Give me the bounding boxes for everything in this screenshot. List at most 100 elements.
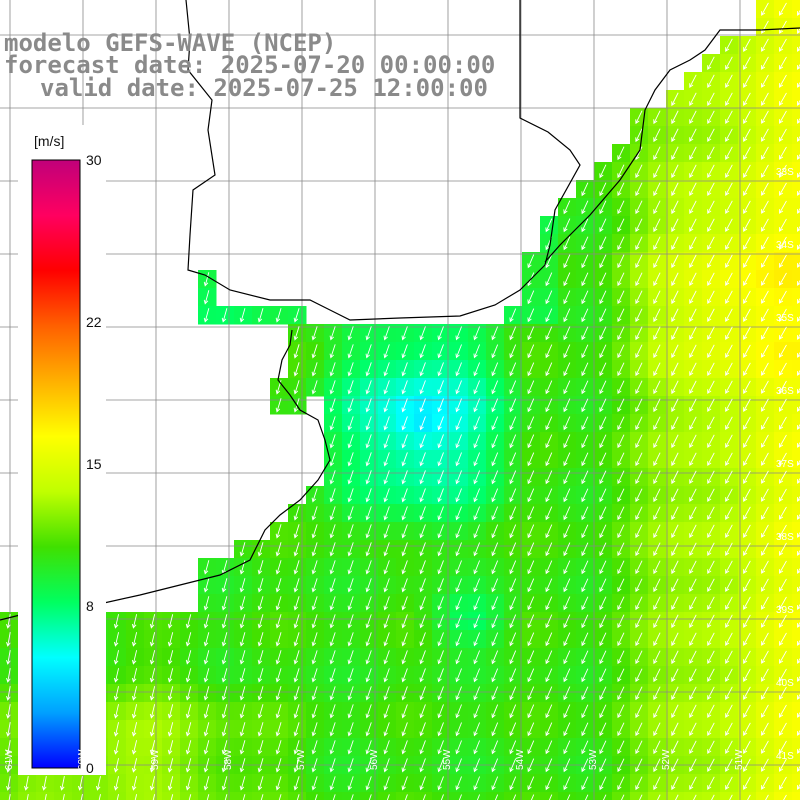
wind-arrow [653,740,661,755]
wind-arrow [779,182,787,196]
wind-arrow [779,128,787,142]
coastline-uruguay-brazil [185,0,581,321]
wind-arrow [365,470,372,485]
wind-arrow [383,560,390,575]
wind-arrow [44,794,47,800]
wind-arrow [599,218,607,233]
wind-arrow [743,560,751,574]
wind-arrow [401,632,408,647]
wind-arrow [437,776,444,791]
wind-arrow [635,614,643,629]
wind-speed-cell [90,792,109,800]
wind-arrow [707,632,715,647]
wind-arrow [221,686,228,701]
wind-arrow [599,326,607,341]
wind-speed-cell [468,792,487,800]
wind-arrow [635,758,643,773]
wind-arrow [419,776,426,791]
wind-arrow [581,290,589,305]
wind-arrow [527,740,535,755]
wind-arrow [368,794,372,800]
wind-arrow [725,308,733,322]
wind-arrow [257,614,264,629]
wind-arrow [278,794,282,800]
wind-arrow [347,452,354,467]
wind-arrow [347,434,354,449]
wind-arrow [563,416,571,431]
wind-arrow [530,794,535,800]
wind-arrow [783,794,787,800]
wind-arrow [743,686,751,700]
wind-arrow [401,506,408,521]
wind-arrow [473,704,481,719]
wind-arrow [332,794,336,800]
wind-arrow [365,740,372,755]
wind-arrow [386,794,390,800]
wind-arrow [311,344,318,359]
wind-arrow [563,704,571,719]
wind-arrow [131,614,138,629]
wind-arrow [257,758,264,773]
wind-arrow [131,686,138,701]
wind-speed-cell [288,792,307,800]
wind-arrow [491,326,499,341]
wind-arrow [689,470,697,485]
wind-arrow [725,74,733,88]
wind-arrow [563,290,571,305]
wind-speed-cell [792,36,800,55]
wind-arrow [275,704,282,719]
wind-arrow [203,704,210,719]
wind-arrow [347,704,354,719]
wind-arrow [725,218,733,232]
wind-arrow [221,776,228,791]
wind-speed-cell [792,468,800,487]
wind-arrow [455,596,462,611]
wind-arrow [779,92,787,106]
wind-arrow [779,254,787,268]
wind-arrow [419,686,426,701]
wind-arrow [203,722,210,737]
wind-arrow [347,398,354,413]
wind-arrow [581,326,589,341]
wind-arrow [491,416,499,431]
wind-arrow [347,380,354,395]
wind-arrow [545,344,553,359]
wind-arrow [761,722,769,736]
wind-arrow [707,650,715,665]
wind-arrow [761,416,769,430]
wind-arrow [188,794,192,800]
wind-arrow [689,578,697,593]
wind-arrow [293,614,300,629]
wind-arrow [725,128,733,142]
wind-arrow [635,704,643,719]
wind-arrow [365,380,372,395]
wind-arrow [437,560,444,575]
wind-arrow [293,632,300,647]
wind-arrow [509,362,517,377]
wind-arrow [473,488,481,503]
wind-arrow [509,632,517,647]
wind-arrow [725,686,733,700]
wind-arrow [617,542,625,557]
wind-arrow [599,776,607,791]
wind-arrow [455,380,462,395]
wind-arrow [707,344,715,359]
wind-arrow [203,614,210,629]
wind-arrow [779,272,787,286]
wind-arrow [437,452,444,467]
wind-arrow [293,758,300,773]
wind-arrow [545,326,553,341]
wind-speed-cell [108,792,127,800]
wind-arrow [635,128,643,143]
wind-arrow [440,794,444,800]
wind-arrow [293,362,300,377]
wind-arrow [527,686,535,701]
wind-arrow [455,470,462,485]
wind-arrow [689,326,697,341]
wind-arrow [365,506,372,521]
wind-arrow [455,578,462,593]
wind-arrow [545,524,553,539]
wind-arrow [365,686,372,701]
wind-arrow [743,110,751,124]
wind-arrow [491,650,499,665]
